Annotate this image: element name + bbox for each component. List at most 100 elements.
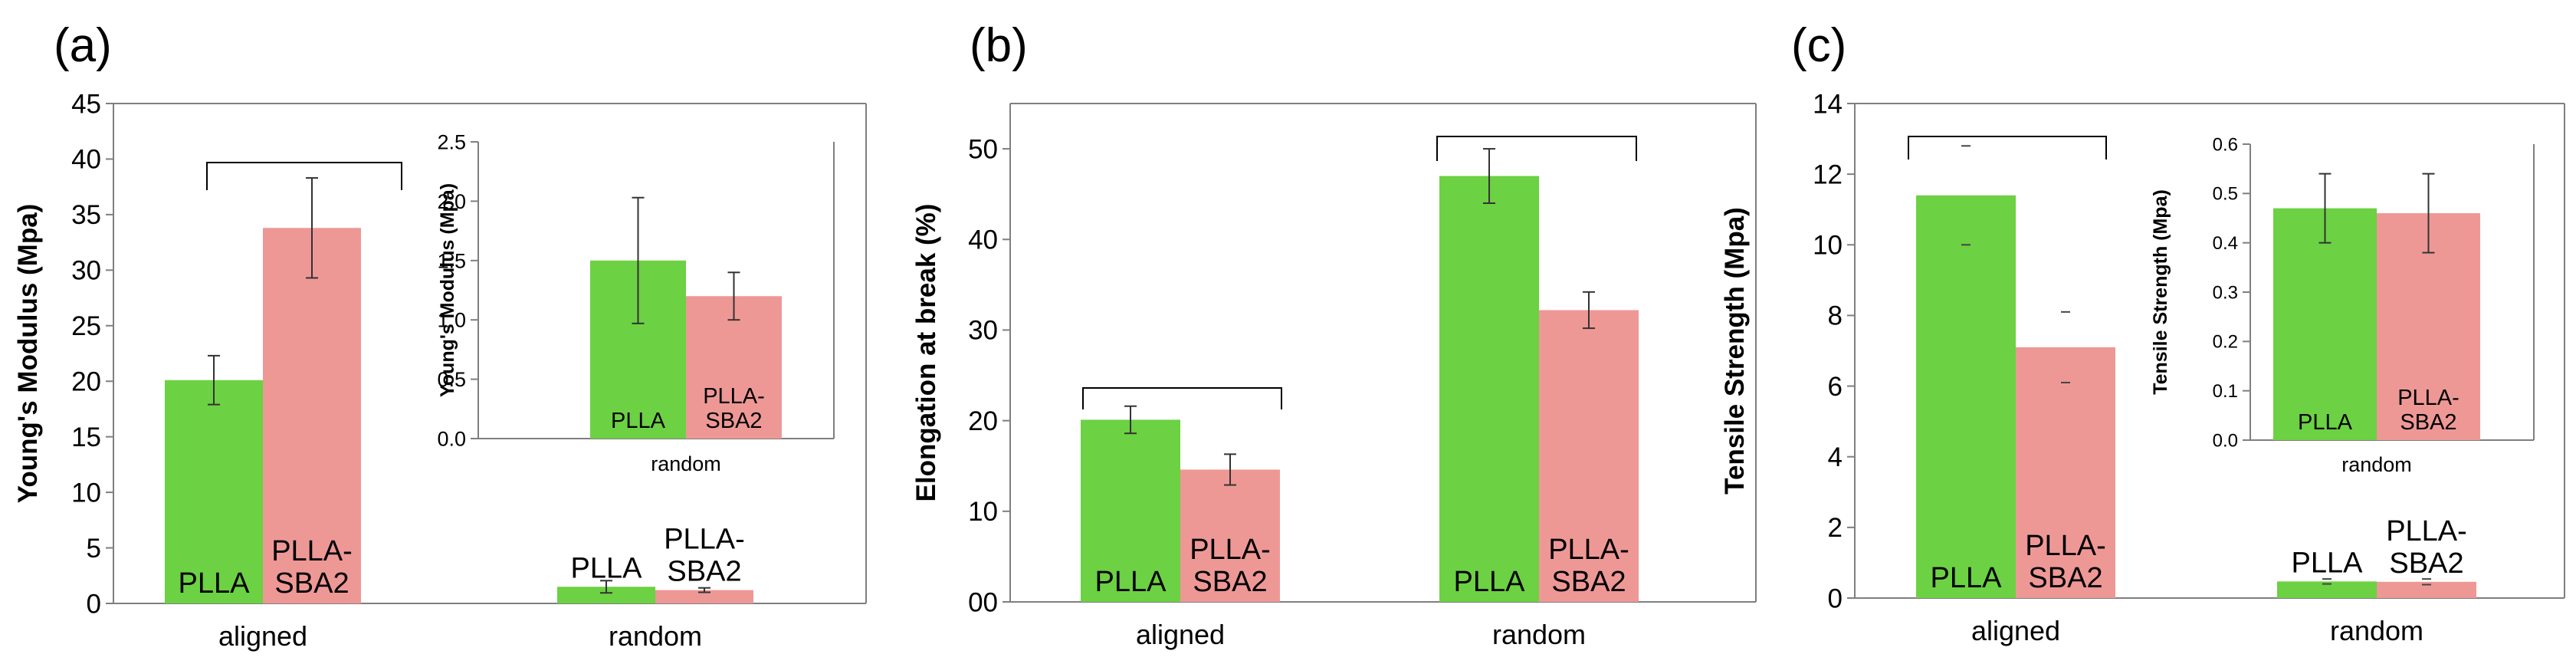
panel-c-inset-bar-label-line: PLLA- — [2397, 386, 2460, 410]
panel-a-x-tick-label-aligned: aligned — [218, 620, 307, 652]
panel-a-inset-y-tick-label: 0.0 — [437, 427, 466, 450]
panel-b-y-axis-title: Elongation at break (%) — [911, 204, 941, 502]
panel-c-bar-label-line: PLLA- — [2386, 515, 2467, 547]
panel-b-bar-random-PLLA-SBA2 — [1539, 310, 1639, 602]
panel-b-significance-bracket — [1436, 136, 1637, 161]
panel-b-x-tick-label-random: random — [1492, 619, 1586, 650]
panel-a-y-tick-label: 20 — [71, 367, 101, 396]
panel-c-x-tick-label-aligned: aligned — [1971, 615, 2060, 646]
panel-a-bar-label-line: PLLA- — [271, 535, 353, 567]
panel-a-y-tick-label: 40 — [71, 145, 101, 175]
panel-c-inset-x-tick-label: random — [2341, 453, 2412, 476]
panel-a-inset-y-tick-label: 1.5 — [437, 249, 466, 272]
panel-c-y-tick-label: 2 — [1828, 513, 1843, 543]
panel-c-y-tick-label: 4 — [1828, 442, 1843, 472]
panel-c-bar-label: PLLA-SBA2 — [2386, 515, 2467, 580]
panel-b-y-tick-label: 20 — [968, 406, 998, 436]
panel-c-inset-y-tick-label: 0.3 — [2213, 282, 2238, 303]
panel-c-inset-bar-label-line: PLLA — [2298, 410, 2353, 435]
panel-b-y-tick-label: 10 — [968, 497, 998, 527]
panel-c-inset-bar-0 — [2273, 208, 2377, 440]
panel-a-inset-x-tick-label: random — [651, 452, 721, 475]
panel-a-inset-bar-label: PLLA — [611, 409, 666, 433]
panel-c-inset-bar-label: PLLA — [2298, 410, 2353, 435]
panel-a-inset-bar-label-line: PLLA- — [703, 384, 765, 409]
panel-a-bar-label: PLLA-SBA2 — [664, 524, 745, 588]
panel-c-bar-aligned-PLLA — [1916, 195, 2016, 599]
panel-a-bar-label-line: PLLA — [179, 567, 251, 600]
panel-a-inset-y-axis-title: Young's Modulus (Mpa) — [437, 183, 458, 397]
panel-a-y-tick-label: 15 — [71, 422, 101, 452]
panel-b-bar-random-PLLA — [1439, 176, 1539, 602]
panel-a-inset-y-tick-label: 2.5 — [437, 130, 466, 153]
panel-c-y-tick-label: 6 — [1828, 372, 1843, 402]
panel-a-y-tick-label: 45 — [71, 89, 101, 119]
panel-a-bar-label-line: PLLA — [571, 552, 643, 584]
panel-c-inset-y-tick-label: 0.0 — [2213, 430, 2238, 451]
panel-b-bar-label-line: SBA2 — [1551, 566, 1626, 598]
panel-c-bar-label-line: PLLA — [2292, 547, 2364, 579]
panel-b-bar-aligned-PLLA-SBA2 — [1180, 469, 1280, 602]
panel-a-bar-random-PLLA-SBA2 — [655, 590, 753, 603]
panel-c-bar-random-PLLA-SBA2 — [2377, 581, 2476, 598]
panel-b-y-tick-label: 30 — [968, 316, 998, 346]
panel-c-inset-y-axis-title: Tensile Strength (Mpa) — [2150, 189, 2171, 395]
panel-c-bar-label: PLLA-SBA2 — [2025, 530, 2106, 594]
panel-c-bar-label-line: PLLA- — [2025, 530, 2106, 562]
panel-b-bar-label-line: SBA2 — [1193, 566, 1267, 598]
panel-a-y-tick-label: 0 — [87, 589, 101, 619]
panel-a-inset-y-tick-label: 2.0 — [437, 190, 466, 213]
panel-c-y-tick-label: 14 — [1813, 89, 1843, 119]
panel-a-inset-bar-label-line: SBA2 — [705, 409, 762, 433]
panel-b-bar-label: PLLA — [1454, 566, 1526, 598]
panel-b-significance-bracket — [1082, 387, 1282, 409]
panel-b-y-tick-label: 00 — [968, 587, 998, 617]
panel-c-inset-bar-label: PLLA-SBA2 — [2397, 386, 2460, 435]
panel-c-y-tick-label: 10 — [1813, 231, 1843, 261]
panel-a-y-tick-label: 25 — [71, 311, 101, 341]
panel-c-bar-label: PLLA — [1931, 562, 2003, 594]
panel-b-letter: (b) — [970, 19, 1028, 72]
panel-b-y-tick-label: 40 — [968, 225, 998, 255]
panel-a-inset-y-tick-label: 1.0 — [437, 309, 466, 332]
panel-a-x-tick-label-random: random — [609, 620, 702, 652]
panel-a-inset-bar-label: PLLA-SBA2 — [703, 384, 765, 433]
panel-c-inset-bar-label-line: SBA2 — [2400, 410, 2456, 435]
panel-b-x-tick-label-aligned: aligned — [1136, 619, 1225, 650]
panel-a-bar-label-line: SBA2 — [667, 556, 741, 588]
panel-c-y-tick-label: 0 — [1828, 583, 1843, 613]
panel-c-letter: (c) — [1791, 19, 1846, 72]
panel-c-x-tick-label-random: random — [2330, 615, 2423, 646]
panel-a-bar-aligned-PLLA-SBA2 — [263, 228, 361, 603]
panel-c-bar-label-line: SBA2 — [2389, 547, 2463, 580]
panel-c-y-tick-label: 12 — [1813, 159, 1843, 189]
panel-a-letter: (a) — [54, 19, 112, 72]
panel-c-bar-random-PLLA — [2277, 581, 2377, 598]
panel-c-inset-y-tick-label: 0.5 — [2213, 184, 2238, 205]
panel-a-bar-label-line: PLLA- — [664, 524, 745, 556]
panel-a-bar-label: PLLA — [571, 552, 643, 584]
panel-c-y-axis-title: Tensile Strength (Mpa) — [1720, 207, 1750, 495]
panel-a-y-tick-label: 30 — [71, 256, 101, 286]
panel-c-bar-label-line: SBA2 — [2028, 562, 2102, 594]
panel-c-inset-y-tick-label: 0.6 — [2213, 134, 2238, 155]
panel-c-bar-label: PLLA — [2292, 547, 2364, 579]
panel-b-y-tick-label: 50 — [968, 134, 998, 164]
panel-b-bar-label: PLLA-SBA2 — [1190, 534, 1271, 598]
panel-a-bar-aligned-PLLA — [165, 380, 263, 603]
panel-a-y-tick-label: 10 — [71, 478, 101, 508]
panel-a-y-tick-label: 35 — [71, 200, 101, 230]
panel-b-bar-label-line: PLLA- — [1190, 534, 1271, 566]
panel-c-bar-aligned-PLLA-SBA2 — [2016, 347, 2115, 598]
panel-b-bar-label-line: PLLA- — [1548, 534, 1629, 566]
panel-b-bar-label-line: PLLA — [1095, 566, 1167, 598]
panel-a-bar-label: PLLA-SBA2 — [271, 535, 353, 600]
panel-a-inset-y-tick-label: 0.5 — [437, 368, 466, 391]
panel-a-y-axis-title: Young's Modulus (Mpa) — [13, 204, 43, 504]
panel-c-inset-y-tick-label: 0.4 — [2213, 233, 2238, 254]
panel-a-y-tick-label: 5 — [87, 534, 101, 564]
panel-b-bar-aligned-PLLA — [1081, 419, 1180, 602]
panel-a-significance-bracket — [206, 162, 402, 190]
panel-b-bar-label-line: PLLA — [1454, 566, 1526, 598]
